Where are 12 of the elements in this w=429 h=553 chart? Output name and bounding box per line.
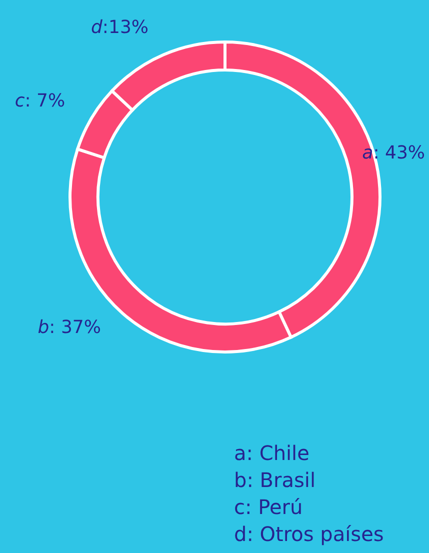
text: a: Chile [234, 440, 310, 467]
data-label: : 43% [373, 142, 425, 164]
text: c: Perú [234, 494, 304, 521]
text: d: Otros países [234, 521, 384, 548]
slice-label: c [14, 90, 25, 111]
data-label: : 37% [49, 316, 101, 338]
text: b: Brasil [234, 467, 317, 494]
slice-label: a [362, 142, 374, 164]
slice-label: b [38, 316, 50, 338]
data-label: :13% [102, 16, 149, 38]
slice-label: d [91, 16, 103, 38]
data-label: : 7% [24, 90, 66, 111]
